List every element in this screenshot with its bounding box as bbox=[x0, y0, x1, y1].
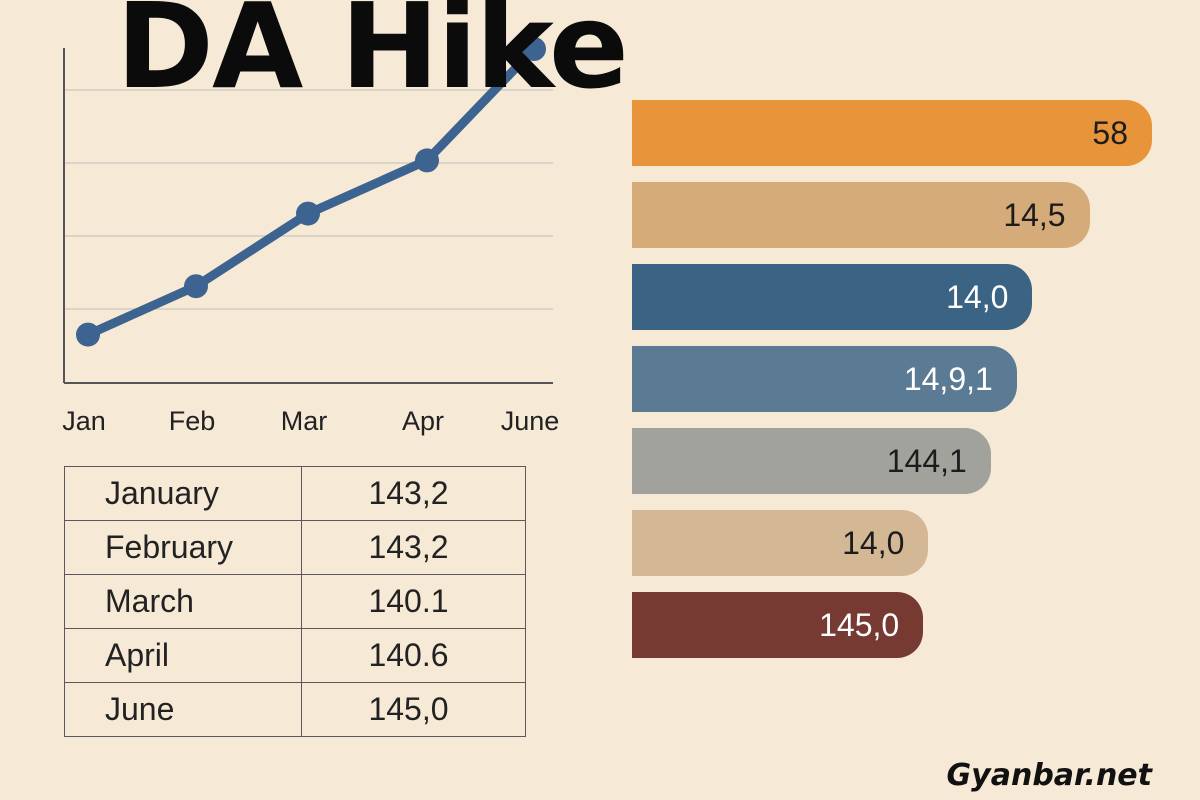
value-cell: 145,0 bbox=[301, 682, 526, 737]
month-cell: February bbox=[64, 520, 302, 575]
bar-value-label: 145,0 bbox=[819, 606, 900, 643]
table-row: June 145,0 bbox=[64, 682, 526, 737]
bar-value-label: 14,9,1 bbox=[903, 360, 993, 397]
bar: 145,0 bbox=[632, 592, 924, 658]
line-chart: Jan Feb Mar Apr June bbox=[62, 37, 560, 436]
bar: 58 bbox=[632, 100, 1152, 166]
data-point bbox=[296, 201, 320, 226]
bar: 144,1 bbox=[632, 428, 991, 494]
value-cell: 143,2 bbox=[301, 466, 526, 521]
month-cell: January bbox=[64, 466, 302, 521]
x-tick-label: Feb bbox=[169, 406, 216, 436]
bar: 14,0 bbox=[632, 510, 929, 576]
bar-value-label: 58 bbox=[1092, 114, 1128, 151]
value-cell: 143,2 bbox=[301, 520, 526, 575]
bar: 14,0 bbox=[632, 264, 1033, 330]
data-point bbox=[76, 322, 100, 347]
data-point bbox=[522, 37, 546, 61]
table-row: February 143,2 bbox=[64, 520, 526, 575]
month-cell: March bbox=[64, 574, 302, 629]
data-table: January 143,2 February 143,2 March 140.1… bbox=[64, 466, 526, 737]
table-row: March 140.1 bbox=[64, 574, 526, 629]
bar-value-label: 14,0 bbox=[946, 278, 1009, 315]
x-tick-label: June bbox=[501, 406, 560, 436]
data-point bbox=[184, 274, 208, 299]
month-cell: April bbox=[64, 628, 302, 683]
page-title: DA Hike bbox=[116, 0, 629, 115]
month-cell: June bbox=[64, 682, 302, 737]
value-cell: 140.1 bbox=[301, 574, 526, 629]
x-tick-label: Apr bbox=[402, 406, 444, 436]
bar-value-label: 144,1 bbox=[886, 442, 967, 479]
bar: 14,5 bbox=[632, 182, 1090, 248]
table-row: April 140.6 bbox=[64, 628, 526, 683]
data-point bbox=[415, 148, 439, 173]
site-watermark: Gyanbar.net bbox=[946, 758, 1152, 793]
x-tick-label: Mar bbox=[281, 406, 328, 436]
bar: 14,9,1 bbox=[632, 346, 1017, 412]
x-tick-label: Jan bbox=[62, 406, 106, 436]
table-row: January 143,2 bbox=[64, 466, 526, 521]
value-cell: 140.6 bbox=[301, 628, 526, 683]
bar-chart: 58 14,5 14,0 14,9,1 144,1 14,0 145,0 bbox=[632, 100, 1172, 674]
bar-value-label: 14,5 bbox=[1003, 196, 1066, 233]
bar-value-label: 14,0 bbox=[842, 524, 905, 561]
